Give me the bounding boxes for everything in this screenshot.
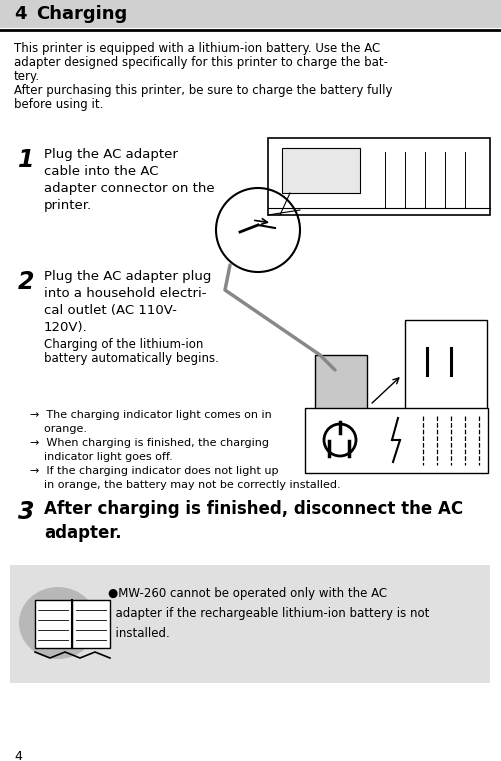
Text: into a household electri-: into a household electri- bbox=[44, 287, 206, 300]
Text: 4: 4 bbox=[14, 750, 22, 761]
Text: before using it.: before using it. bbox=[14, 98, 103, 111]
Text: ●MW-260 cannot be operated only with the AC: ●MW-260 cannot be operated only with the… bbox=[108, 587, 386, 600]
FancyBboxPatch shape bbox=[10, 565, 489, 683]
Text: adapter if the rechargeable lithium-ion battery is not: adapter if the rechargeable lithium-ion … bbox=[108, 607, 428, 620]
Text: orange.: orange. bbox=[30, 424, 87, 434]
Text: 1: 1 bbox=[18, 148, 35, 172]
Text: in orange, the battery may not be correctly installed.: in orange, the battery may not be correc… bbox=[30, 480, 340, 490]
Text: This printer is equipped with a lithium-ion battery. Use the AC: This printer is equipped with a lithium-… bbox=[14, 42, 379, 55]
Text: Plug the AC adapter plug: Plug the AC adapter plug bbox=[44, 270, 211, 283]
FancyBboxPatch shape bbox=[0, 0, 501, 28]
Text: →  The charging indicator light comes on in: → The charging indicator light comes on … bbox=[30, 410, 271, 420]
Text: cal outlet (AC 110V-: cal outlet (AC 110V- bbox=[44, 304, 176, 317]
Text: 2: 2 bbox=[18, 270, 35, 294]
Text: installed.: installed. bbox=[108, 627, 169, 640]
FancyBboxPatch shape bbox=[314, 355, 366, 440]
Text: tery.: tery. bbox=[14, 70, 40, 83]
Text: printer.: printer. bbox=[44, 199, 92, 212]
Text: →  When charging is finished, the charging: → When charging is finished, the chargin… bbox=[30, 438, 269, 448]
Text: Charging of the lithium-ion: Charging of the lithium-ion bbox=[44, 338, 203, 351]
Text: adapter connector on the: adapter connector on the bbox=[44, 182, 214, 195]
Text: battery automatically begins.: battery automatically begins. bbox=[44, 352, 218, 365]
Text: →  If the charging indicator does not light up: → If the charging indicator does not lig… bbox=[30, 466, 278, 476]
Ellipse shape bbox=[19, 587, 97, 659]
Text: 120V).: 120V). bbox=[44, 321, 88, 334]
Polygon shape bbox=[72, 600, 110, 648]
Text: indicator light goes off.: indicator light goes off. bbox=[30, 452, 172, 462]
Text: 3: 3 bbox=[18, 500, 35, 524]
Polygon shape bbox=[282, 148, 359, 193]
Polygon shape bbox=[35, 600, 72, 648]
Text: adapter.: adapter. bbox=[44, 524, 121, 542]
Text: adapter designed specifically for this printer to charge the bat-: adapter designed specifically for this p… bbox=[14, 56, 387, 69]
Text: Charging: Charging bbox=[36, 5, 127, 23]
FancyBboxPatch shape bbox=[404, 320, 486, 425]
Polygon shape bbox=[268, 138, 489, 215]
Text: After purchasing this printer, be sure to charge the battery fully: After purchasing this printer, be sure t… bbox=[14, 84, 392, 97]
Text: Plug the AC adapter: Plug the AC adapter bbox=[44, 148, 177, 161]
FancyBboxPatch shape bbox=[305, 408, 487, 473]
Text: cable into the AC: cable into the AC bbox=[44, 165, 158, 178]
Text: After charging is finished, disconnect the AC: After charging is finished, disconnect t… bbox=[44, 500, 462, 518]
Text: 4: 4 bbox=[14, 5, 27, 23]
